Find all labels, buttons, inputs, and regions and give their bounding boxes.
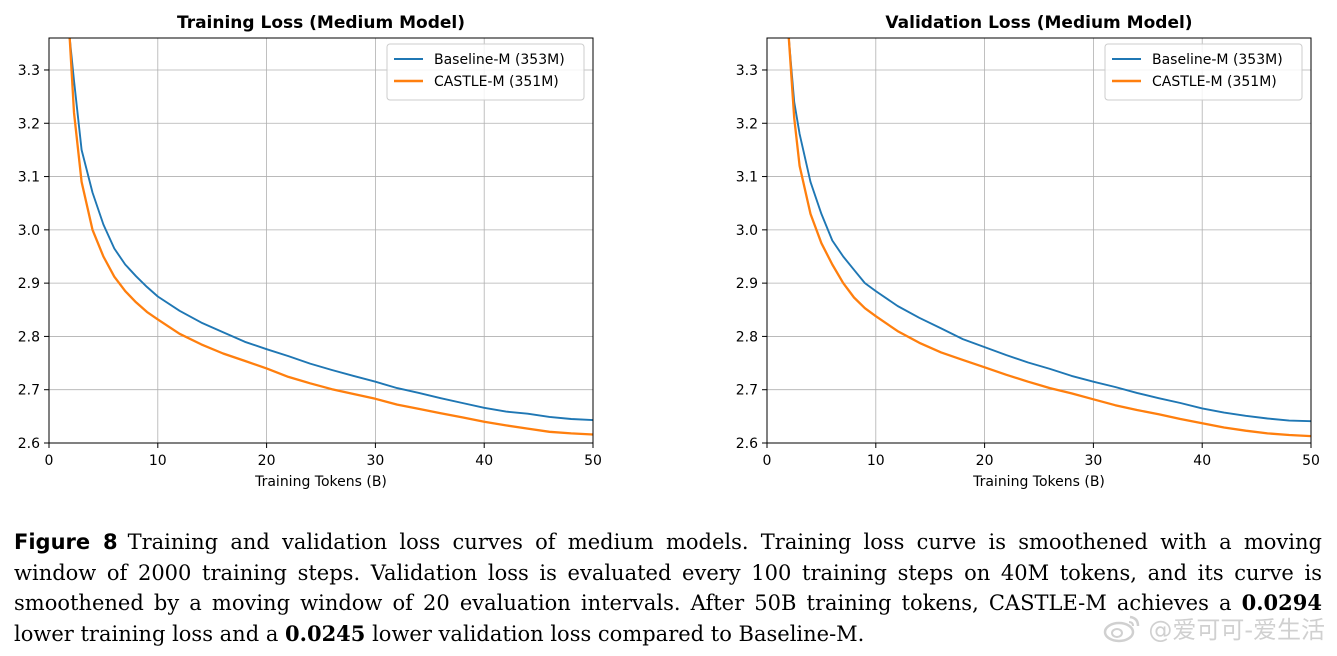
y-tick-label: 2.7 <box>736 383 758 399</box>
legend-label-1: CASTLE-M (351M) <box>434 74 559 90</box>
x-tick-label: 10 <box>149 453 167 469</box>
y-tick-label: 3.1 <box>18 170 40 186</box>
legend: Baseline-M (353M) CASTLE-M (351M) <box>1104 43 1303 101</box>
y-tick-label: 2.6 <box>736 436 758 452</box>
y-tick-label: 2.7 <box>18 383 40 399</box>
x-tick-label: 30 <box>366 453 384 469</box>
y-tick-label: 2.9 <box>736 276 758 292</box>
series-line-1 <box>68 38 593 436</box>
weibo-logo-icon <box>1104 615 1140 642</box>
chart-title: Training Loss (Medium Model) <box>177 13 465 33</box>
training-loss-chart: 0 10 20 30 40 50 2.6 2.7 2.8 2.9 3.0 3.1 3.2 3.3 Train… <box>18 13 602 490</box>
x-tick-label: 20 <box>976 453 994 469</box>
caption-text-2: lower training loss and a <box>14 621 286 646</box>
chart-title: Validation Loss (Medium Model) <box>885 13 1192 33</box>
figure-caption: Figure 8 Training and validation loss cur… <box>14 527 1322 649</box>
y-tick-label: 3.0 <box>18 223 40 239</box>
caption-text-3: lower validation loss compared to Baseli… <box>365 621 865 646</box>
series-line-0 <box>787 38 1311 423</box>
x-tick-label: 10 <box>867 453 885 469</box>
y-tick-label: 3.2 <box>736 116 758 132</box>
y-tick-label: 2.8 <box>736 329 758 345</box>
x-tick-label: 40 <box>475 453 493 469</box>
axes-frame <box>766 37 1312 444</box>
y-tick-label: 3.0 <box>736 223 758 239</box>
x-axis-label: Training Tokens (B) <box>972 474 1105 490</box>
x-tick-label: 50 <box>584 453 602 469</box>
legend-box <box>386 43 585 101</box>
y-tick-label: 2.8 <box>18 329 40 345</box>
x-axis-label: Training Tokens (B) <box>254 474 387 490</box>
legend-box <box>1104 43 1303 101</box>
caption-bold-validation: 0.0245 <box>285 620 366 646</box>
legend-label-0: Baseline-M (353M) <box>1152 52 1283 68</box>
series-line-1 <box>787 38 1311 438</box>
caption-bold-training: 0.0294 <box>1241 590 1322 615</box>
x-tick-label: 50 <box>1302 453 1320 469</box>
y-tick-label: 3.2 <box>18 116 40 132</box>
x-tick-label: 0 <box>763 453 772 469</box>
validation-loss-chart: 0 10 20 30 40 50 2.6 2.7 2.8 2.9 3.0 3.1 3.2 3.3 Valid… <box>736 13 1320 490</box>
y-tick-label: 3.3 <box>18 63 40 79</box>
y-tick-label: 2.6 <box>18 436 40 452</box>
grid <box>766 38 1312 444</box>
x-tick-label: 0 <box>45 453 54 469</box>
x-tick-label: 40 <box>1193 453 1211 469</box>
legend-label-0: Baseline-M (353M) <box>434 52 565 68</box>
y-tick-label: 3.1 <box>736 170 758 186</box>
y-tick-label: 2.9 <box>18 276 40 292</box>
watermark: @爱可可-爱生活 <box>1102 610 1325 645</box>
watermark-text: @爱可可-爱生活 <box>1148 616 1325 644</box>
y-tick-label: 3.3 <box>736 63 758 79</box>
x-tick-label: 20 <box>258 453 276 469</box>
series-line-0 <box>68 38 593 422</box>
caption-text-1: Training and validation loss curves of m… <box>14 530 1322 615</box>
legend-label-1: CASTLE-M (351M) <box>1152 74 1277 90</box>
legend: Baseline-M (353M) CASTLE-M (351M) <box>386 43 585 101</box>
axes-frame <box>48 37 594 444</box>
x-tick-label: 30 <box>1084 453 1102 469</box>
figure-label: Figure 8 <box>14 530 118 554</box>
